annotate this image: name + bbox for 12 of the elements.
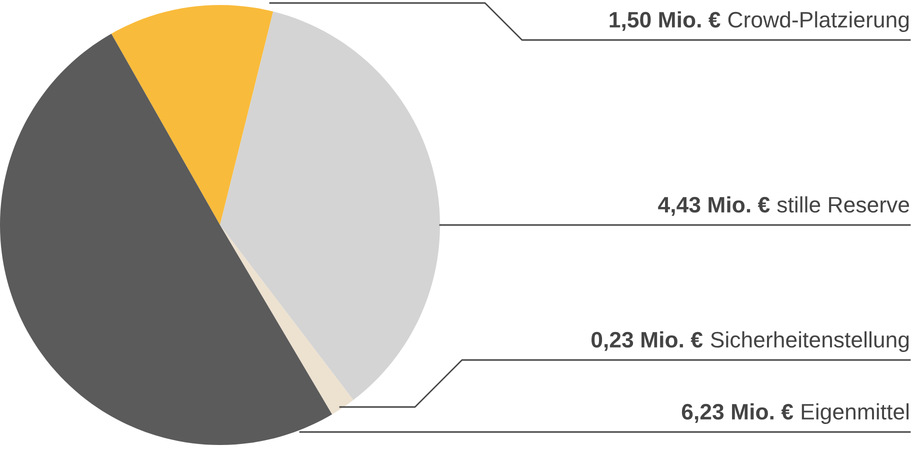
pie-slice (111, 5, 274, 225)
data-label: 6,23 Mio. € (682, 403, 794, 423)
data-label: 0,23 Mio. € (591, 331, 703, 351)
slice-label: Eigenmittel (802, 403, 909, 424)
data-label: 1,50 Mio. € (610, 11, 720, 31)
slice-label: Sicherheitenstellung (710, 331, 909, 352)
pie-slice (220, 12, 440, 400)
slice-label: Crowd-Platzierung (728, 11, 909, 32)
slice-label: stille Reserve (777, 196, 910, 213)
pie-slice (0, 34, 332, 445)
pie-slice (220, 225, 354, 414)
data-label: 4,43 Mio. € (658, 196, 770, 216)
